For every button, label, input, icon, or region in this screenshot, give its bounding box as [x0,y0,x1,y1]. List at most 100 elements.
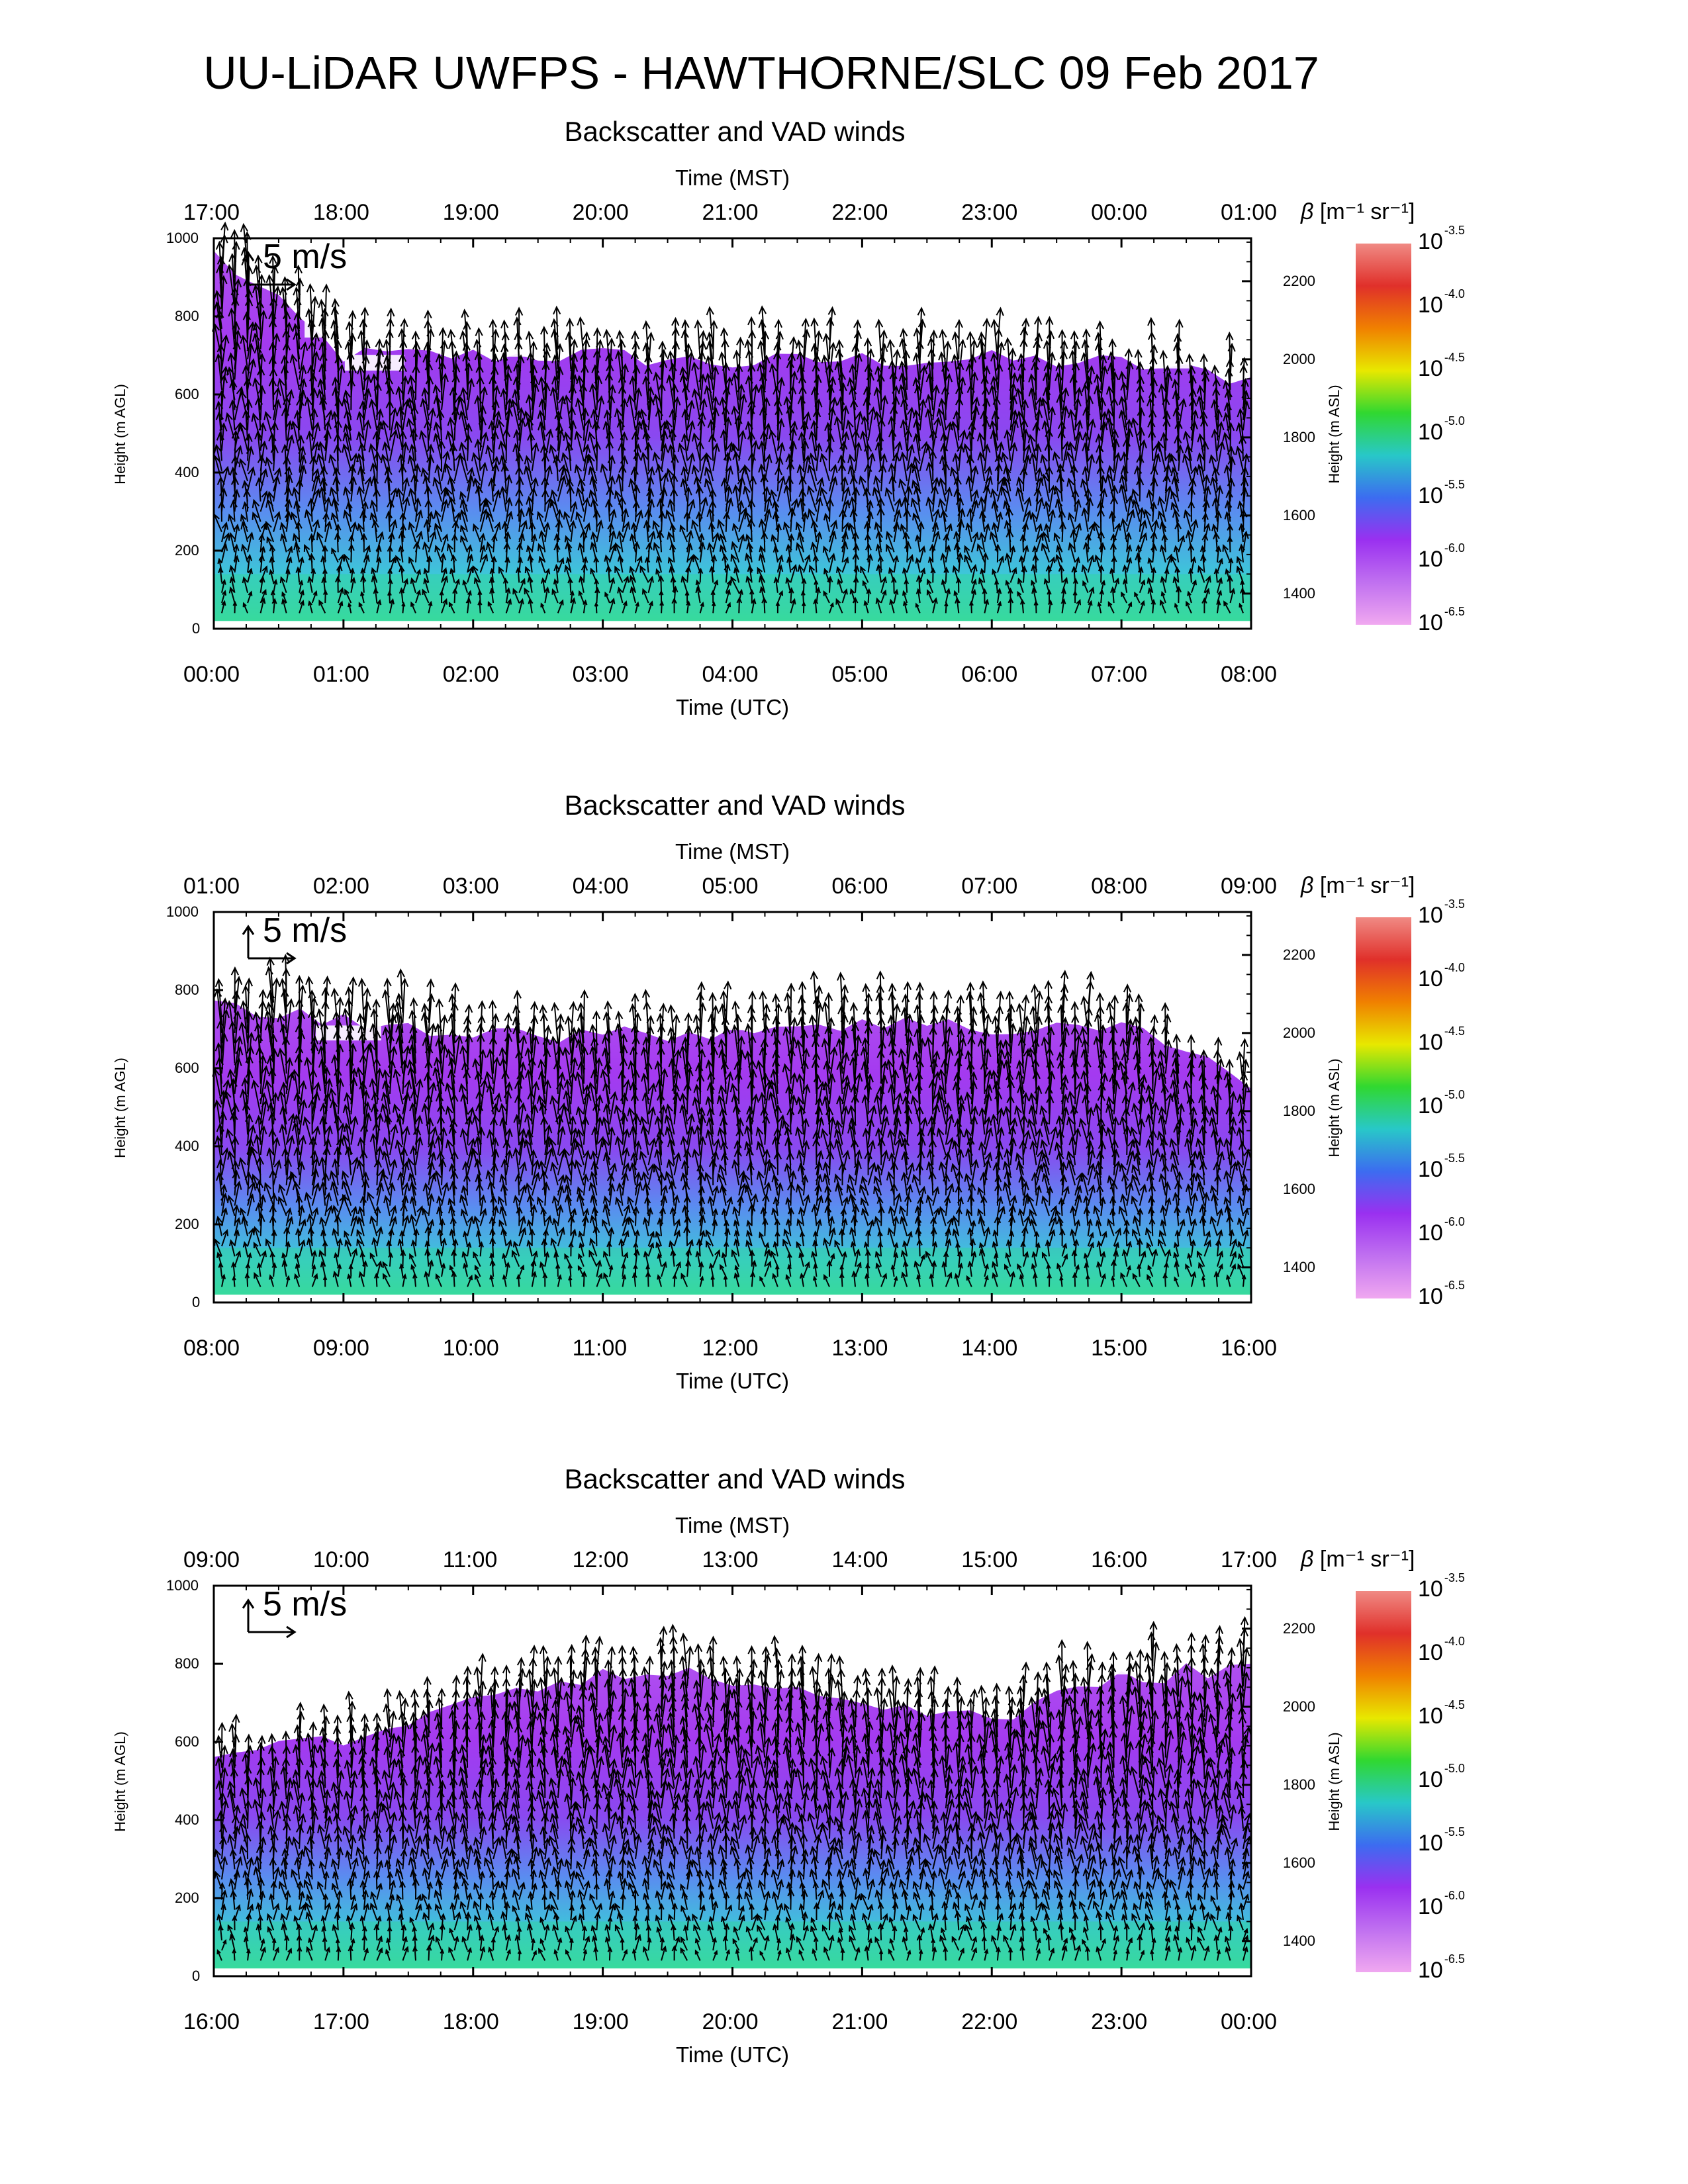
wind-vector-head [460,535,466,543]
wind-vector-head [222,465,230,475]
wind-vector [474,578,481,594]
wind-vector [343,444,352,471]
wind-vector-head [240,334,248,344]
wind-vector [244,481,249,502]
wind-vector [311,442,318,471]
wind-vector-head [348,475,357,485]
wind-vector [473,453,481,482]
wind-vector-head [466,475,475,485]
wind-vector [321,364,326,400]
wind-vector [337,398,340,431]
wind-vector [376,600,381,614]
wind-vector-head [416,589,421,596]
wind-vector [436,465,443,492]
wind-vector [280,577,287,594]
wind-vector [232,468,236,492]
wind-vector-head [236,386,244,396]
wind-vector-head [286,556,293,563]
wind-vector-head [359,510,367,519]
wind-vector [318,454,326,482]
wind-vector-head [357,465,365,475]
wind-vector-head [338,587,344,594]
wind-vector [228,514,236,532]
wind-vector [460,525,469,543]
wind-vector-head [382,441,391,451]
wind-vector-head [334,523,342,531]
wind-vector [247,467,254,492]
wind-vector-head [322,545,328,552]
wind-vector [388,512,391,532]
wind-vector-head [422,588,428,595]
wind-vector [281,592,287,604]
wind-vector [299,455,305,482]
wind-vector [265,412,275,441]
wind-vector [350,578,355,593]
wind-vector-head [343,553,350,562]
wind-vector [273,388,279,421]
wind-vector [255,323,261,360]
wind-vector-head [344,588,350,596]
wind-vector [402,377,406,410]
wind-vector-head [317,441,326,451]
wind-vector [281,534,287,553]
wind-vector [441,534,448,553]
wind-vector-head [442,598,448,605]
wind-vector [435,510,443,532]
wind-vector [453,351,457,390]
wind-vector-head [399,463,407,473]
wind-vector-head [481,432,489,441]
wind-vector-head [318,599,324,606]
wind-vector [331,548,339,563]
wind-vector [350,522,356,543]
wind-vector [426,520,430,543]
wind-vector-head [234,445,243,455]
wind-vector [320,487,326,512]
wind-vector [259,386,263,420]
wind-vector-head [265,456,273,467]
wind-vector [422,590,430,604]
wind-vector [453,580,459,594]
wind-vector [467,468,473,492]
wind-vector-head [322,283,330,293]
wind-vector-head [401,477,410,486]
wind-vector-head [293,500,301,509]
wind-vector [350,365,354,400]
wind-vector-head [294,264,303,274]
wind-vector [321,342,326,380]
wind-vector-head [218,500,226,509]
wind-vector [428,408,434,441]
wind-vector [363,478,371,502]
wind-vector-head [229,466,238,476]
wind-vector [322,556,326,573]
wind-vector [434,478,442,502]
wind-vector [234,242,237,289]
wind-vector [259,423,264,451]
wind-vector-head [240,543,248,552]
wind-vector [373,477,378,502]
wind-vector-head [259,440,268,450]
wind-vector-head [444,463,453,473]
wind-vector-head [433,421,442,431]
utc-axis-label-1: Time (UTC) [675,695,790,719]
wind-vector-head [316,453,324,463]
wind-vector-head [377,531,385,540]
wind-vector [299,379,305,410]
wind-vector [273,334,278,370]
wind-vector [217,354,222,390]
wind-vector [257,255,261,298]
wind-vector [359,366,365,400]
wind-vector-head [371,567,377,574]
wind-vector [221,580,226,593]
wind-vector-head [331,298,340,308]
wind-vector [311,591,317,604]
wind-vector [285,570,289,583]
wind-vector-head [423,577,429,584]
wind-vector [311,388,315,421]
wind-vector-head [407,374,416,384]
wind-vector [285,475,291,502]
wind-vector-head [420,467,429,477]
wind-vector [361,569,365,583]
wind-vector [247,569,252,583]
wind-vector-head [446,543,453,551]
wind-vector-head [216,343,225,353]
